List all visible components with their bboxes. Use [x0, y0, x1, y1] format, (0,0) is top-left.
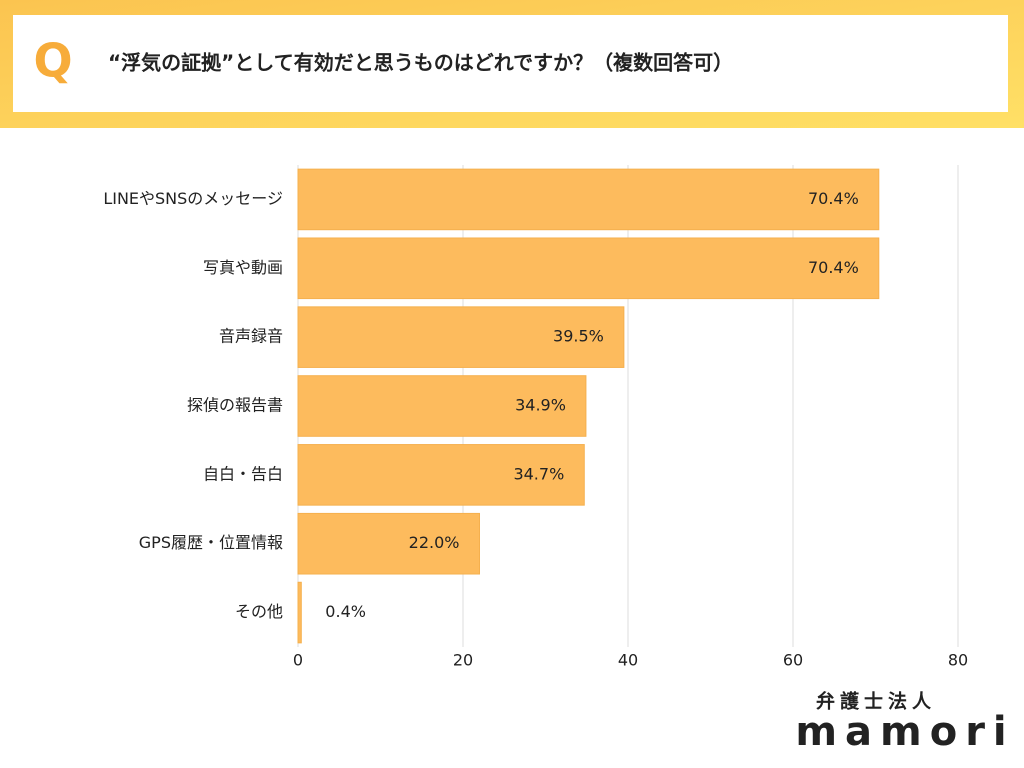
x-tick-label: 40 [618, 651, 638, 670]
x-tick-label: 0 [293, 651, 303, 670]
bar [297, 237, 880, 300]
value-label: 39.5% [553, 327, 604, 346]
value-label: 70.4% [808, 189, 859, 208]
category-label: 探偵の報告書 [187, 396, 283, 415]
value-label: 70.4% [808, 258, 859, 277]
category-label: LINEやSNSのメッセージ [103, 189, 283, 208]
bar [297, 306, 625, 368]
badge: Q [33, 34, 72, 88]
value-label: 34.9% [515, 396, 566, 415]
value-label: 34.7% [513, 464, 564, 483]
x-tick-label: 60 [783, 651, 803, 670]
x-tick-label: 80 [948, 651, 968, 670]
value-label: 22.0% [409, 533, 460, 552]
logo-line1: 弁護士法人 [816, 690, 936, 713]
x-tick-label: 20 [453, 651, 473, 670]
bar [297, 444, 585, 506]
bar [297, 512, 480, 575]
category-label: GPS履歴・位置情報 [139, 533, 283, 552]
bar [297, 375, 587, 437]
header-box [13, 15, 1008, 112]
bar [297, 168, 880, 231]
category-label: 写真や動画 [203, 258, 283, 277]
category-label: 自白・告白 [203, 464, 283, 483]
chart-title: “浮気の証拠”として有効だと思うものはどれですか？（複数回答可） [108, 51, 733, 75]
bar [297, 581, 302, 644]
category-label: その他 [235, 602, 283, 621]
logo-line2: mamori [795, 709, 1014, 755]
category-label: 音声録音 [219, 327, 283, 346]
value-label: 0.4% [325, 602, 366, 621]
